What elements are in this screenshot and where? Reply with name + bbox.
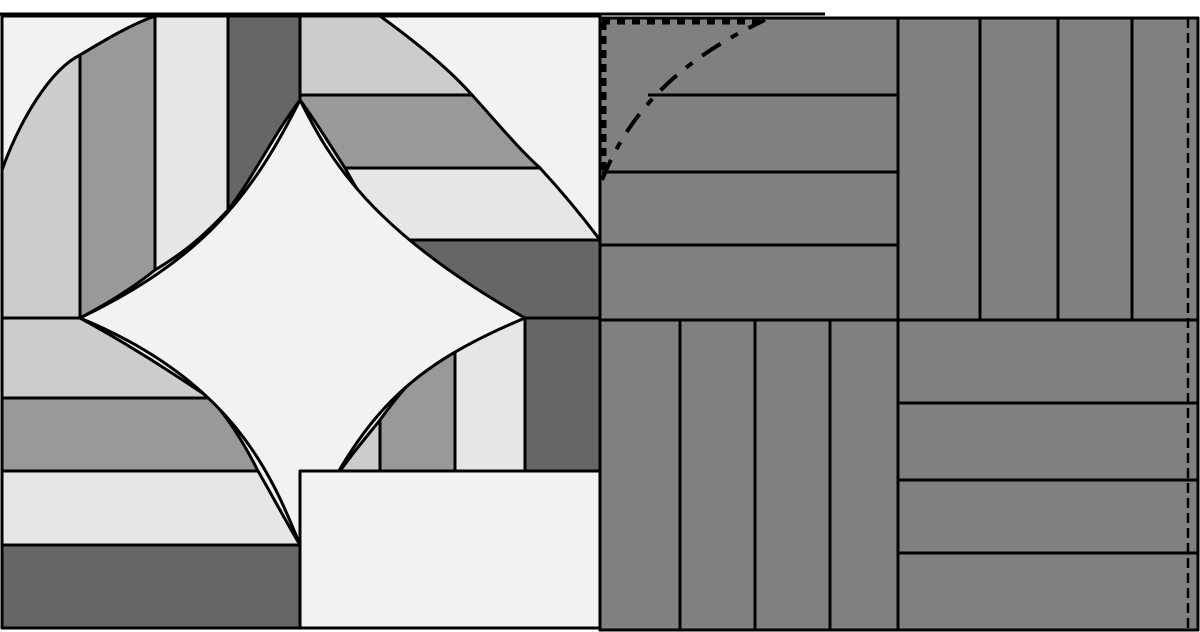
dash-dot-curve [600,18,766,181]
top-right-strips [298,16,600,320]
strip [2,469,302,547]
bottom-rectangle [298,469,600,628]
right-panel-border [598,16,1200,632]
strip [78,16,157,320]
strip [523,316,600,473]
bottom-left-strips [2,316,302,628]
strip [2,543,302,628]
bottom-right-strips [338,316,600,473]
right-panel [598,16,1200,632]
